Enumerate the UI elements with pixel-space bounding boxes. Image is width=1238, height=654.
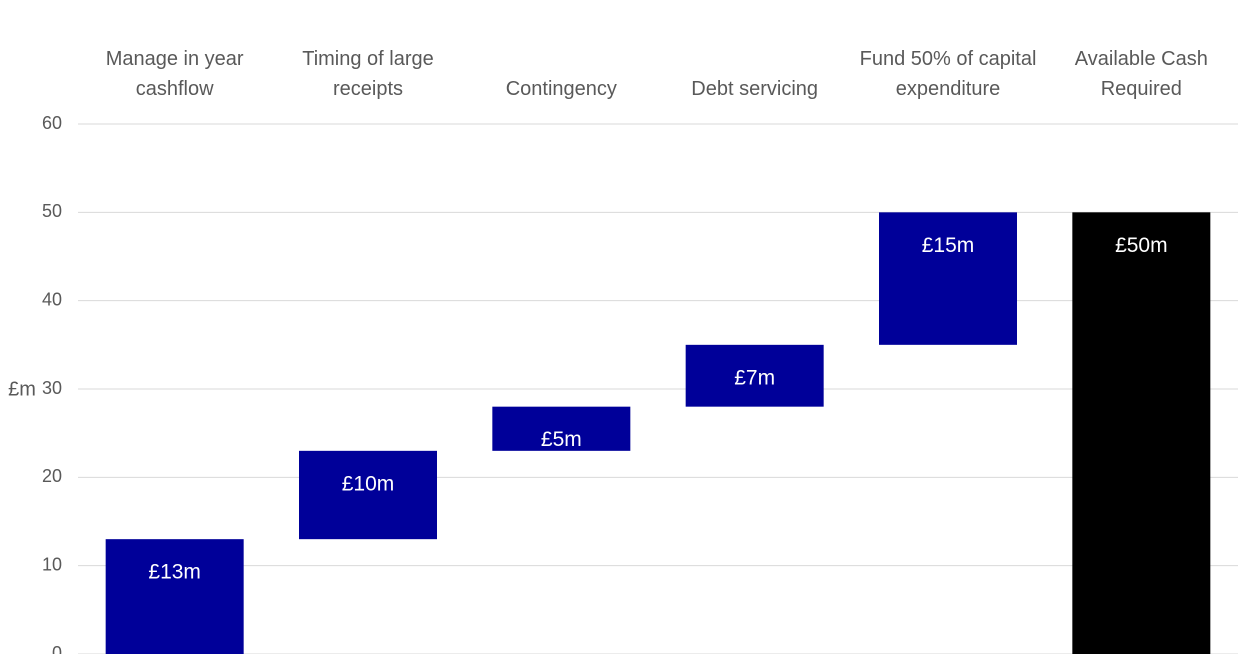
value-label: £7m	[734, 366, 775, 389]
bar	[879, 212, 1017, 345]
value-label: £50m	[1115, 234, 1168, 257]
bar	[299, 450, 437, 540]
category-label: Manage in year cashflow	[105, 48, 244, 100]
category-label: Available Cash Required	[1074, 48, 1208, 100]
value-label: £10m	[342, 472, 395, 495]
bar	[492, 406, 631, 451]
y-tick-label: 50	[42, 201, 62, 221]
y-tick-label: 30	[42, 378, 62, 398]
y-axis-label: £m	[8, 378, 36, 400]
value-label: £5m	[541, 428, 582, 451]
category-label: Debt servicing	[691, 78, 819, 100]
y-tick-label: 20	[42, 466, 62, 486]
bar	[685, 344, 824, 407]
category-label: Timing of large receipts	[302, 48, 434, 100]
category-label: Contingency	[505, 78, 617, 100]
y-tick-label: 0	[52, 643, 62, 654]
y-tick-label: 40	[42, 289, 62, 309]
y-tick-label: 10	[42, 554, 62, 574]
value-label: £15m	[922, 234, 975, 257]
category-label: Fund 50% of capital expenditure	[859, 48, 1037, 100]
bar	[105, 539, 244, 654]
bar	[1072, 212, 1211, 654]
value-label: £13m	[148, 561, 201, 584]
y-tick-label: 60	[42, 113, 62, 133]
